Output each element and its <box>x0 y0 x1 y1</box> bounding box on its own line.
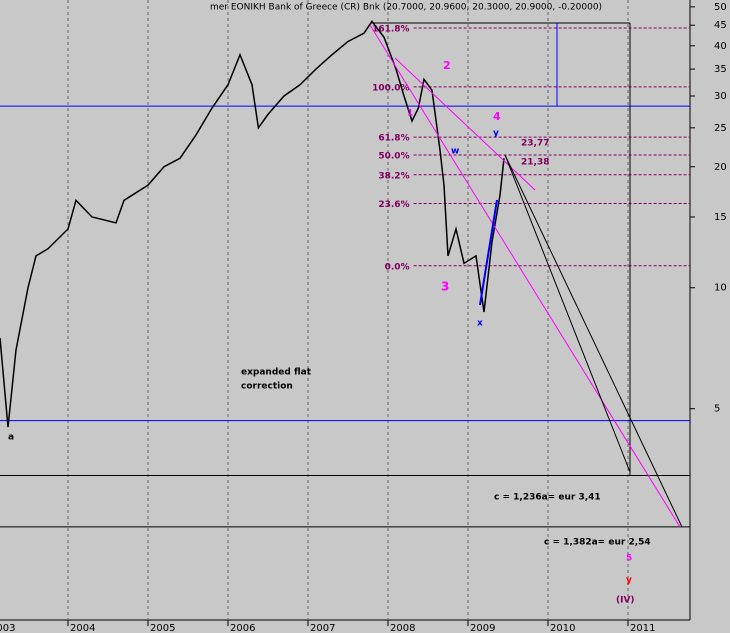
fib-label: 23.6% <box>378 200 409 210</box>
annotation: x <box>477 319 483 329</box>
annotation: y <box>493 129 499 139</box>
price-line <box>0 20 505 428</box>
y-tick-label: 15 <box>714 212 727 223</box>
chart-title: mer EONIKH Bank of Greece (CR) Bnk (20.7… <box>210 3 602 13</box>
wave-line <box>479 199 498 306</box>
x-tick-label: 2010 <box>550 623 575 633</box>
x-tick-label: 2005 <box>150 623 175 633</box>
annotation: 4 <box>493 110 501 123</box>
fib-label: 0.0% <box>385 262 410 272</box>
y-tick-label: 50 <box>714 2 727 13</box>
annotation: 21,38 <box>521 158 549 168</box>
trendline <box>369 24 681 528</box>
trendline <box>504 154 683 528</box>
x-tick-label: 2007 <box>310 623 335 633</box>
y-tick-label: 25 <box>714 123 727 134</box>
annotation: w <box>451 147 459 157</box>
annotation: c = 1,236a= eur 3,41 <box>494 493 601 503</box>
annotation: 5 <box>626 554 632 564</box>
annotation: correction <box>241 382 293 392</box>
fib-label: 50.0% <box>378 151 409 161</box>
x-tick-label: 2006 <box>230 623 255 633</box>
annotation: c = 1,382a= eur 2,54 <box>544 538 651 548</box>
y-tick-label: 40 <box>714 41 727 52</box>
x-tick-label: 2004 <box>70 623 95 633</box>
trendline <box>504 154 631 473</box>
annotation: (IV) <box>616 596 635 606</box>
y-tick-label: 5 <box>714 404 720 415</box>
annotation: 2 <box>443 59 451 72</box>
annotation: a <box>8 433 14 443</box>
y-tick-label: 35 <box>714 64 727 75</box>
annotation: 3 <box>441 280 449 294</box>
y-tick-label: 45 <box>714 20 727 31</box>
fib-label: 100.0% <box>372 83 410 93</box>
annotation: 23,77 <box>521 139 549 149</box>
annotation: 1 <box>407 109 413 119</box>
x-tick-label: 2009 <box>470 623 495 633</box>
y-tick-label: 20 <box>714 162 727 173</box>
y-tick-label: 10 <box>714 283 727 294</box>
annotation: y <box>626 576 632 586</box>
fib-label: 161.8% <box>372 24 410 34</box>
y-tick-label: 30 <box>714 91 727 102</box>
x-tick-label: 2011 <box>630 623 655 633</box>
x-tick-label: 2003 <box>0 623 15 633</box>
fib-label: 38.2% <box>378 171 409 181</box>
annotation: expanded flat <box>241 368 312 378</box>
x-tick-label: 2008 <box>390 623 415 633</box>
fib-label: 61.8% <box>378 134 409 144</box>
